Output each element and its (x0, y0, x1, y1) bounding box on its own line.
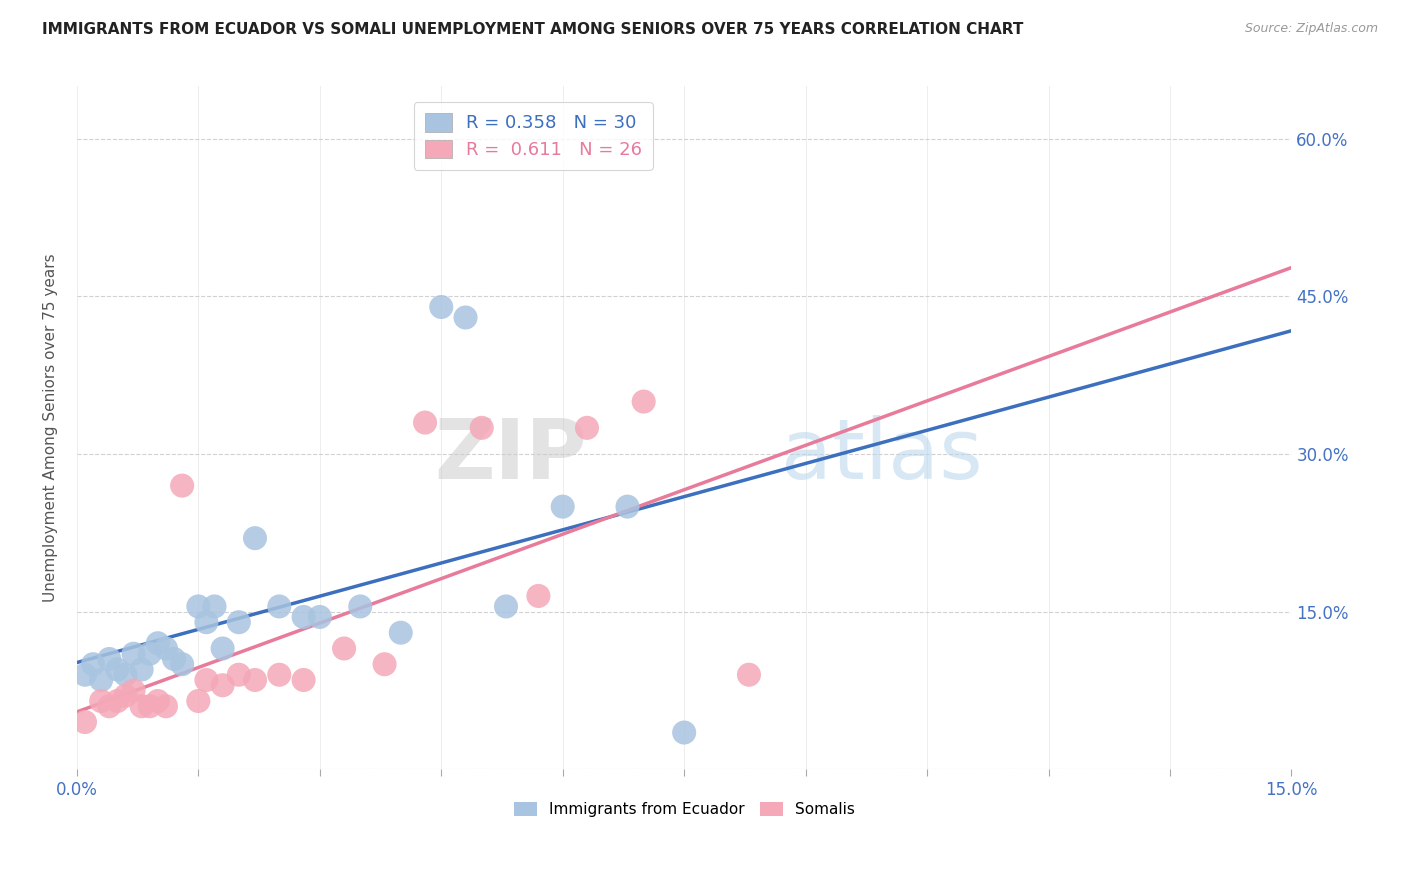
Point (131, 663, 153, 677)
Point (73, 667, 96, 681)
Point (155, 699, 177, 714)
Point (349, 599, 371, 614)
Point (146, 636, 169, 650)
Point (269, 667, 291, 681)
Point (82, 657, 104, 672)
Point (292, 673, 315, 687)
Legend: Immigrants from Ecuador, Somalis: Immigrants from Ecuador, Somalis (508, 796, 860, 823)
Point (269, 599, 291, 614)
Point (673, 725, 696, 739)
Point (114, 689, 136, 703)
Point (114, 667, 136, 681)
Point (374, 657, 396, 672)
Point (172, 478, 194, 492)
Point (738, 667, 761, 681)
Point (172, 657, 194, 672)
Point (73, 714, 96, 729)
Point (139, 647, 162, 661)
Point (195, 615, 218, 630)
Point (633, 394, 655, 409)
Point (243, 531, 266, 545)
Point (131, 699, 153, 714)
Point (139, 699, 162, 714)
Point (471, 421, 494, 435)
Point (146, 694, 169, 708)
Point (163, 652, 186, 666)
Y-axis label: Unemployment Among Seniors over 75 years: Unemployment Among Seniors over 75 years (44, 253, 58, 602)
Text: atlas: atlas (782, 415, 983, 496)
Point (430, 300, 453, 314)
Text: Source: ZipAtlas.com: Source: ZipAtlas.com (1244, 22, 1378, 36)
Point (333, 641, 356, 656)
Point (228, 615, 250, 630)
Point (98, 699, 121, 714)
Point (105, 694, 128, 708)
Point (155, 641, 177, 656)
Point (527, 589, 550, 603)
Point (292, 610, 315, 624)
Point (122, 683, 145, 698)
Text: IMMIGRANTS FROM ECUADOR VS SOMALI UNEMPLOYMENT AMONG SENIORS OVER 75 YEARS CORRE: IMMIGRANTS FROM ECUADOR VS SOMALI UNEMPL… (42, 22, 1024, 37)
Point (551, 500, 574, 514)
Point (454, 310, 477, 325)
Point (195, 673, 218, 687)
Point (243, 673, 266, 687)
Point (187, 599, 209, 614)
Text: ZIP: ZIP (434, 415, 586, 496)
Point (228, 667, 250, 681)
Point (90, 673, 112, 687)
Point (90, 694, 112, 708)
Point (204, 599, 226, 614)
Point (211, 641, 233, 656)
Point (616, 500, 638, 514)
Point (575, 421, 598, 435)
Point (105, 663, 128, 677)
Point (98, 652, 121, 666)
Point (187, 694, 209, 708)
Point (211, 678, 233, 692)
Point (308, 610, 330, 624)
Point (413, 416, 436, 430)
Point (122, 647, 145, 661)
Point (389, 625, 412, 640)
Point (495, 599, 517, 614)
